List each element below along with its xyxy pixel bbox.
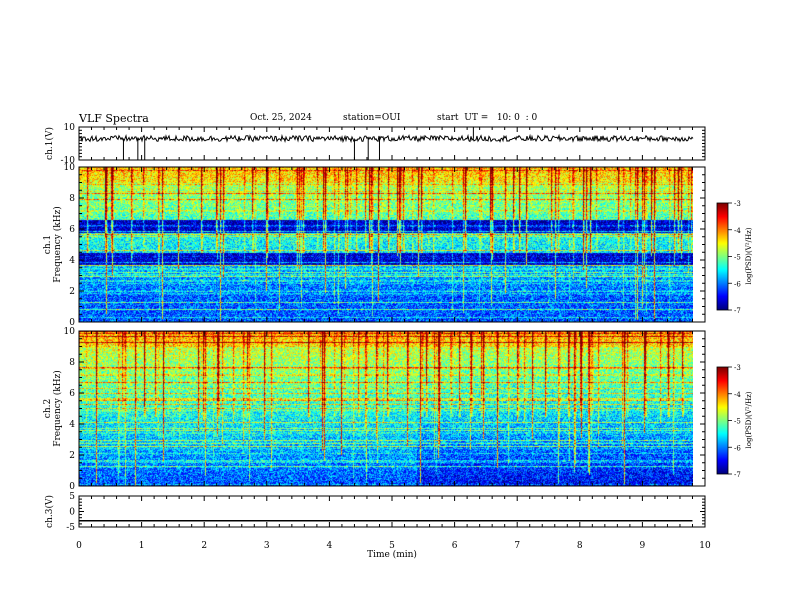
panel-2-ytick-label-5: 10 (64, 163, 76, 173)
panel-2-ylabel-2: Frequency (kHz) (52, 206, 63, 283)
xtick-label-6: 6 (452, 541, 458, 551)
colorbar-2-tick-label-1: -4 (734, 391, 741, 399)
panel-1-ylabel: ch.1(V) (44, 127, 55, 160)
panel-4-ytick-label-2: -5 (66, 523, 75, 533)
ch1-spectrogram-image (79, 167, 693, 322)
panel-4-ytick-label-1: 0 (69, 508, 75, 518)
panel-2-ytick-label-2: 4 (69, 256, 75, 266)
colorbar-1-tick-label-0: -3 (734, 200, 741, 208)
colorbar-2-tick-label-0: -3 (734, 364, 741, 372)
panel-2-ytick-label-1: 2 (69, 287, 75, 297)
panel-4-ylabel: ch.3(V) (44, 495, 55, 528)
xtick-label-0: 0 (76, 541, 82, 551)
axis-ticks (78, 126, 732, 528)
ch2-colorbar-image (717, 367, 728, 474)
panel-3-ytick-label-2: 4 (69, 420, 75, 430)
panel-4-ytick-label-0: 5 (69, 492, 75, 502)
colorbar-1-label: log(PSD)(V²/Hz) (745, 227, 753, 284)
panel-3-ytick-label-3: 6 (69, 389, 75, 399)
ch1-waveform (78, 127, 694, 160)
ch1-noise-trace (78, 133, 694, 144)
panel-3-ylabel-1: ch.2 (43, 399, 53, 418)
figure-title: VLF Spectra (79, 112, 149, 125)
x-axis-label: Time (min) (367, 549, 417, 560)
xtick-label-5: 5 (389, 541, 395, 551)
panel-2-ytick-label-0: 0 (69, 318, 75, 328)
colorbar-2-label: log(PSD)(V²/Hz) (745, 391, 753, 448)
panel-2-ytick-label-4: 8 (69, 194, 75, 204)
panel-1-ytick-label-0: 10 (64, 123, 76, 133)
ch2-spectrogram-image (79, 331, 693, 486)
xtick-label-8: 8 (577, 541, 583, 551)
panel-2-ylabel-1: ch.1 (43, 235, 53, 254)
panel-3-ylabel-2: Frequency (kHz) (52, 370, 63, 447)
xtick-label-3: 3 (264, 541, 270, 551)
colorbar-1-tick-label-2: -5 (734, 254, 741, 262)
colorbar-2-tick-label-4: -7 (734, 471, 741, 479)
panel-1-ytick-label-1: -10 (61, 156, 76, 166)
xtick-label-10: 10 (699, 541, 711, 551)
colorbar-1-tick-label-3: -6 (734, 280, 741, 288)
panel-3-ytick-label-0: 0 (69, 482, 75, 492)
panel-3-ytick-label-1: 2 (69, 451, 75, 461)
date-label: Oct. 25, 2024 (250, 113, 312, 123)
xtick-label-9: 9 (640, 541, 646, 551)
panel-3-ytick-label-4: 8 (69, 358, 75, 368)
xtick-label-2: 2 (201, 541, 207, 551)
colorbar-2-tick-label-2: -5 (734, 418, 741, 426)
station-label: station=OUI (343, 113, 401, 123)
xtick-label-4: 4 (327, 541, 333, 551)
colorbar-1-tick-label-1: -4 (734, 227, 741, 235)
start-time-label: start UT = 10: 0 : 0 (437, 113, 538, 123)
colorbar-1-tick-label-4: -7 (734, 307, 741, 315)
panel-2-ytick-label-3: 6 (69, 225, 75, 235)
xtick-label-1: 1 (139, 541, 145, 551)
colorbar-2-tick-label-3: -6 (734, 444, 741, 452)
xtick-label-7: 7 (514, 541, 520, 551)
panel-3-ytick-label-5: 10 (64, 327, 76, 337)
ch1-colorbar-image (717, 203, 728, 310)
